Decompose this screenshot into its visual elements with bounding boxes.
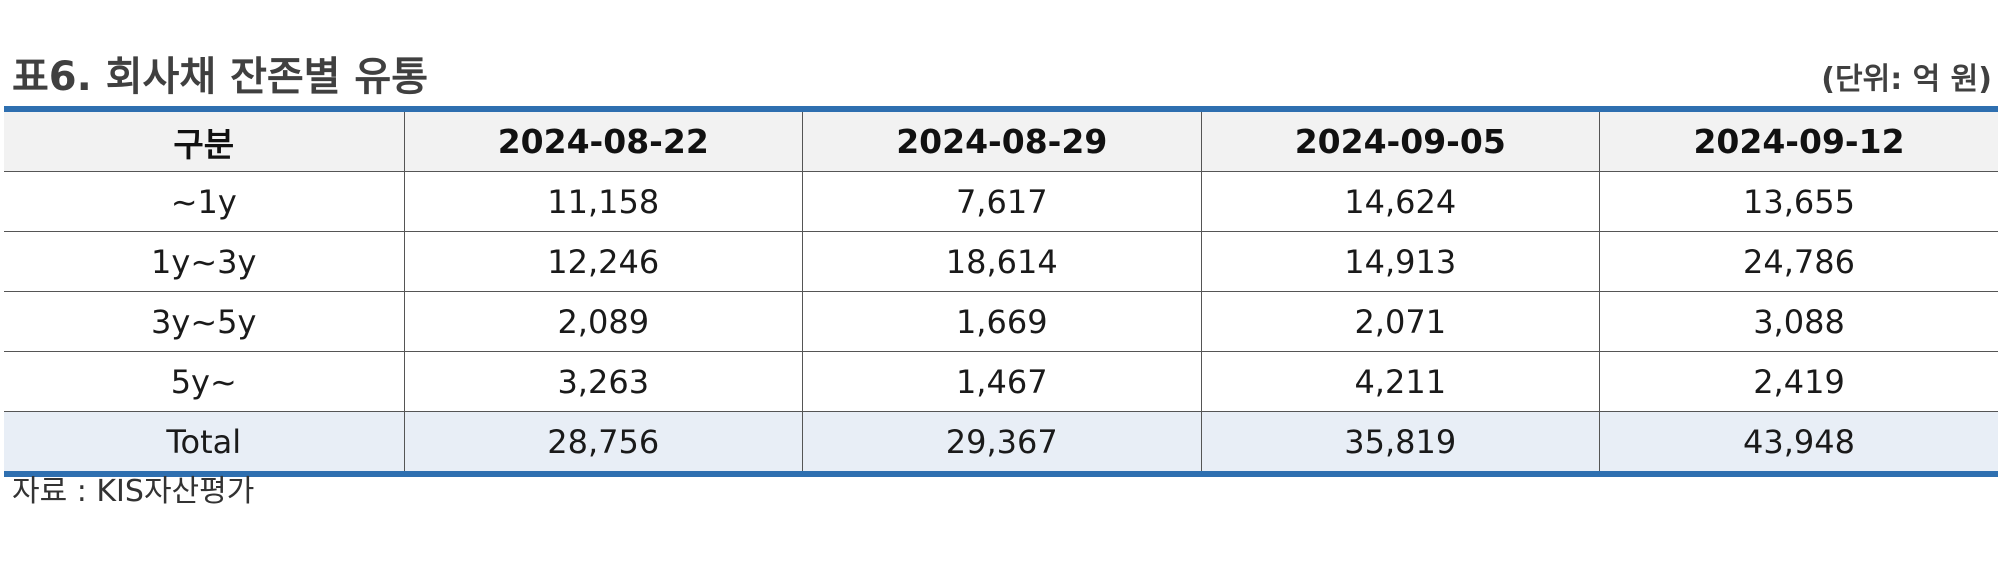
table-row: 5y~ 3,263 1,467 4,211 2,419 xyxy=(4,351,1998,412)
row-label-cell: 1y~3y xyxy=(4,231,405,292)
header-cell-category: 구분 xyxy=(4,112,405,172)
total-value-cell: 43,948 xyxy=(1599,411,1998,471)
unit-label: (단위: 억 원) xyxy=(1821,62,1992,97)
total-value-cell: 35,819 xyxy=(1200,411,1600,471)
value-cell: 1,669 xyxy=(802,291,1202,352)
total-value-cell: 29,367 xyxy=(802,411,1202,471)
distribution-table: 구분 2024-08-22 2024-08-29 2024-09-05 2024… xyxy=(4,112,1998,471)
header-row: 구분 2024-08-22 2024-08-29 2024-09-05 2024… xyxy=(4,112,1998,172)
row-label-cell: 5y~ xyxy=(4,351,405,412)
header-cell-date: 2024-08-29 xyxy=(802,112,1202,172)
value-cell: 2,071 xyxy=(1200,291,1600,352)
row-label-cell: 3y~5y xyxy=(4,291,405,352)
total-label-cell: Total xyxy=(4,411,405,471)
header-cell-date: 2024-09-12 xyxy=(1599,112,1998,172)
value-cell: 14,913 xyxy=(1200,231,1600,292)
table-row: ~1y 11,158 7,617 14,624 13,655 xyxy=(4,171,1998,232)
table-row: 3y~5y 2,089 1,669 2,071 3,088 xyxy=(4,291,1998,352)
table-row: 1y~3y 12,246 18,614 14,913 24,786 xyxy=(4,231,1998,292)
value-cell: 2,089 xyxy=(403,291,803,352)
total-row: Total 28,756 29,367 35,819 43,948 xyxy=(4,411,1998,471)
value-cell: 2,419 xyxy=(1599,351,1998,412)
header-cell-date: 2024-09-05 xyxy=(1200,112,1600,172)
header-cell-date: 2024-08-22 xyxy=(403,112,803,172)
total-value-cell: 28,756 xyxy=(403,411,803,471)
value-cell: 3,263 xyxy=(403,351,803,412)
value-cell: 12,246 xyxy=(403,231,803,292)
value-cell: 3,088 xyxy=(1599,291,1998,352)
value-cell: 14,624 xyxy=(1200,171,1600,232)
value-cell: 11,158 xyxy=(403,171,803,232)
value-cell: 18,614 xyxy=(802,231,1202,292)
value-cell: 24,786 xyxy=(1599,231,1998,292)
value-cell: 1,467 xyxy=(802,351,1202,412)
source-note: 자료 : KIS자산평가 xyxy=(12,474,255,509)
value-cell: 7,617 xyxy=(802,171,1202,232)
value-cell: 13,655 xyxy=(1599,171,1998,232)
distribution-table-container: 구분 2024-08-22 2024-08-29 2024-09-05 2024… xyxy=(4,106,1998,477)
value-cell: 4,211 xyxy=(1200,351,1600,412)
table-title: 표6. 회사채 잔존별 유통 xyxy=(12,54,429,100)
row-label-cell: ~1y xyxy=(4,171,405,232)
